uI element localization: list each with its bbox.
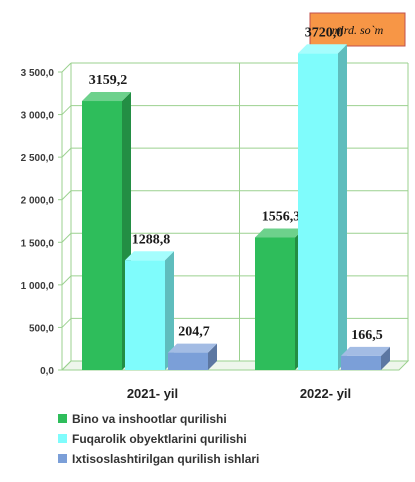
data-label: 166,5 bbox=[351, 328, 383, 343]
grid-diagonal bbox=[61, 318, 72, 328]
grid-diagonal bbox=[61, 105, 72, 115]
grid-diagonal bbox=[61, 190, 72, 201]
grid-diagonal bbox=[61, 62, 72, 73]
legend-entry-3: Ixtisoslashtirilgan qurilish ishlari bbox=[58, 452, 259, 466]
data-label: 3159,2 bbox=[89, 73, 128, 88]
bar-1-1 bbox=[82, 92, 131, 370]
bar-2-2 bbox=[298, 44, 347, 371]
bar-top bbox=[255, 228, 304, 238]
legend-label: Ixtisoslashtirilgan qurilish ishlari bbox=[72, 452, 259, 466]
y-tick-label: 500,0 bbox=[29, 323, 54, 334]
y-tick-label: 0,0 bbox=[40, 366, 54, 377]
bar-top bbox=[298, 44, 347, 54]
bar-top bbox=[82, 92, 131, 102]
y-tick-label: 3 000,0 bbox=[21, 111, 55, 122]
bar-2-1 bbox=[125, 251, 174, 370]
y-tick-label: 1 000,0 bbox=[21, 281, 55, 292]
legend-swatch bbox=[58, 414, 67, 423]
legend-entry-2: Fuqarolik obyektlarini qurilishi bbox=[58, 432, 247, 446]
bar-side bbox=[208, 343, 217, 370]
y-tick-label: 1 500,0 bbox=[21, 238, 55, 249]
legend-swatch bbox=[58, 434, 67, 443]
x-tick-label: 2021- yil bbox=[127, 386, 178, 401]
y-tick-label: 2 500,0 bbox=[21, 153, 55, 164]
bar-front bbox=[82, 101, 122, 370]
grid-diagonal bbox=[61, 232, 72, 243]
bar-front bbox=[255, 237, 295, 370]
data-label: 1288,8 bbox=[132, 232, 171, 247]
y-tick-label: 3 500,0 bbox=[21, 68, 55, 79]
data-label: 3720,0 bbox=[305, 25, 344, 40]
bar-top bbox=[168, 343, 217, 353]
data-label: 1556,3 bbox=[262, 209, 301, 224]
y-tick-label: 2 000,0 bbox=[21, 196, 55, 207]
legend-label: Bino va inshootlar qurilishi bbox=[72, 412, 227, 426]
legend-swatch bbox=[58, 454, 67, 463]
legend: Bino va inshootlar qurilishi Fuqarolik ob… bbox=[58, 412, 259, 466]
bar-front bbox=[125, 260, 165, 370]
bar-1-2 bbox=[255, 228, 304, 370]
bar-side bbox=[381, 346, 390, 370]
data-label: 204,7 bbox=[178, 325, 210, 340]
bar-side bbox=[338, 44, 347, 371]
unit-label: mlrd. so`m bbox=[332, 23, 384, 37]
bar-front bbox=[298, 53, 338, 371]
bar-3-2 bbox=[341, 346, 390, 370]
x-tick-label: 2022- yil bbox=[300, 386, 351, 401]
grid-diagonal bbox=[61, 275, 72, 286]
bar-front bbox=[168, 352, 208, 370]
bar-front bbox=[341, 355, 381, 370]
bar-top bbox=[125, 251, 174, 261]
legend-entry-1: Bino va inshootlar qurilishi bbox=[58, 412, 227, 426]
unit-box: mlrd. so`m bbox=[309, 12, 406, 47]
bar-side bbox=[165, 251, 174, 370]
plot-area: 0,0 500,0 1 000,0 1 500,0 2 000,0 2 500,0 3 00… bbox=[21, 25, 410, 401]
legend-label: Fuqarolik obyektlarini qurilishi bbox=[72, 432, 247, 446]
grid-diagonal bbox=[61, 147, 72, 158]
bar-top bbox=[341, 346, 390, 356]
grid-diagonal bbox=[61, 360, 72, 371]
bar-3-1 bbox=[168, 343, 217, 370]
